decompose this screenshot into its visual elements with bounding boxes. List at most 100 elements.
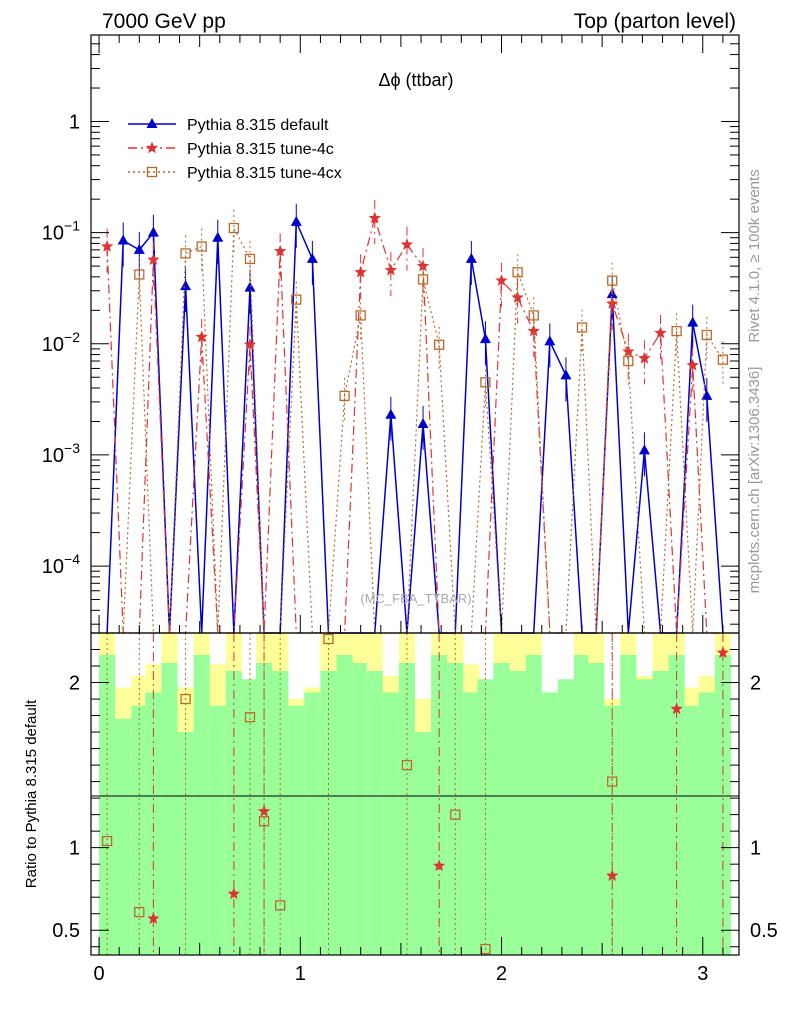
data-point: [196, 241, 207, 252]
data-point: [385, 408, 397, 419]
data-point: [339, 390, 350, 402]
ratio-point: [134, 906, 145, 918]
data-point: [195, 330, 208, 343]
data-point: [480, 377, 491, 388]
ratio-band-inner: [636, 679, 653, 955]
ratio-band-inner: [415, 732, 432, 955]
data-point: [671, 325, 682, 337]
data-point: [180, 280, 192, 291]
y-tick-label: 10−4: [42, 551, 80, 578]
ratio-band-inner: [352, 663, 369, 955]
data-point: [417, 274, 429, 285]
series-line: [106, 221, 724, 634]
ratio-band-inner: [115, 718, 132, 955]
data-point: [701, 329, 712, 341]
ratio-band-inner: [652, 671, 669, 955]
ratio-point: [606, 869, 619, 881]
data-point: [417, 417, 429, 428]
data-point: [212, 231, 224, 242]
data-point: [384, 263, 398, 276]
data-point: [368, 211, 381, 224]
data-point: [479, 333, 491, 344]
data-point: [701, 389, 713, 400]
legend: Pythia 8.315 default Pythia 8.315 tune-4c…: [128, 117, 342, 182]
y-tick-label: 10−3: [42, 440, 80, 467]
ratio-band-inner: [493, 663, 510, 955]
legend-entry: Pythia 8.315 tune-4cx: [128, 165, 342, 182]
ratio-band-inner: [509, 671, 526, 955]
ratio-band-inner: [131, 705, 148, 955]
ratio-point: [450, 809, 461, 820]
x-tick-label: 3: [697, 963, 708, 985]
ratio-y-tick-label: 2: [69, 673, 80, 695]
data-point: [687, 316, 699, 327]
ratio-y-tick-label-right: 2: [750, 673, 761, 695]
ratio-point: [258, 816, 270, 827]
ratio-y-tick-label: 0.5: [52, 920, 80, 942]
legend-label: Pythia 8.315 tune-4cx: [187, 165, 342, 182]
axes: 1 10−1 10−2 10−3 10−4 0 1 2 3 0.5 0.5 1 1 2 2: [42, 34, 778, 985]
data-point: [622, 345, 635, 357]
data-point: [512, 267, 523, 278]
legend-marker: [146, 166, 158, 178]
series-2: [107, 210, 729, 634]
ratio-y-tick-label: 1: [69, 838, 80, 860]
data-point: [306, 252, 318, 263]
data-point: [290, 215, 302, 226]
ratio-point: [323, 633, 334, 645]
legend-entry: Pythia 8.315 tune-4c: [128, 141, 334, 158]
ratio-band-inner: [541, 692, 558, 955]
data-point: [243, 338, 257, 351]
rivet-label: Rivet 4.1.0, ≥ 100k events: [746, 169, 763, 342]
ratio-y-label: Ratio to Pythia 8.315 default: [23, 699, 40, 888]
series-line: [106, 215, 723, 634]
header-left: 7000 GeV pp: [102, 10, 226, 33]
ratio-series-layer: [101, 633, 730, 955]
legend-label: Pythia 8.315 tune-4c: [187, 141, 334, 158]
ratio-point: [147, 912, 160, 924]
ratio-frame: [90, 632, 740, 956]
ratio-band-inner: [698, 692, 715, 955]
data-point: [147, 253, 160, 266]
data-point: [433, 339, 445, 350]
ratio-point: [670, 702, 683, 715]
ratio-band-inner: [684, 705, 701, 955]
ratio-point: [180, 693, 191, 705]
ratio-series-1: [101, 633, 618, 955]
ratio-band-inner: [477, 679, 494, 955]
ratio-y-tick-label-right: 1: [750, 838, 761, 860]
data-point: [686, 358, 699, 371]
ratio-band-inner: [382, 692, 399, 955]
data-point: [638, 444, 650, 455]
data-point: [544, 335, 556, 346]
ratio-band-inner: [336, 655, 353, 955]
ratio-point: [275, 900, 286, 911]
ratio-y-tick-label-right: 0.5: [750, 920, 778, 942]
data-point: [465, 252, 477, 263]
ratio-bands: [99, 633, 731, 955]
ratio-point: [401, 759, 413, 771]
legend-label: Pythia 8.315 default: [187, 117, 329, 134]
ratio-band-inner: [366, 671, 383, 955]
ratio-point: [607, 776, 618, 787]
data-point: [560, 369, 572, 380]
ratio-band-inner: [161, 663, 178, 955]
ratio-point: [227, 887, 241, 900]
data-point: [400, 238, 414, 250]
series-0: [106, 203, 724, 634]
mcplots-label: mcplots.cern.ch [arXiv:1306.3436]: [746, 367, 763, 594]
data-point: [273, 244, 287, 257]
x-tick-label: 0: [93, 963, 104, 985]
header-right: Top (parton level): [574, 10, 736, 33]
ratio-band-inner: [463, 692, 480, 955]
data-point: [416, 259, 430, 272]
ratio-band-inner: [209, 705, 226, 955]
y-tick-label: 10−1: [42, 218, 80, 245]
legend-marker: [145, 141, 159, 154]
data-point: [134, 269, 145, 280]
ratio-point: [101, 835, 113, 847]
data-point: [607, 275, 618, 286]
ratio-band-inner: [241, 679, 259, 955]
data-point: [355, 310, 366, 321]
